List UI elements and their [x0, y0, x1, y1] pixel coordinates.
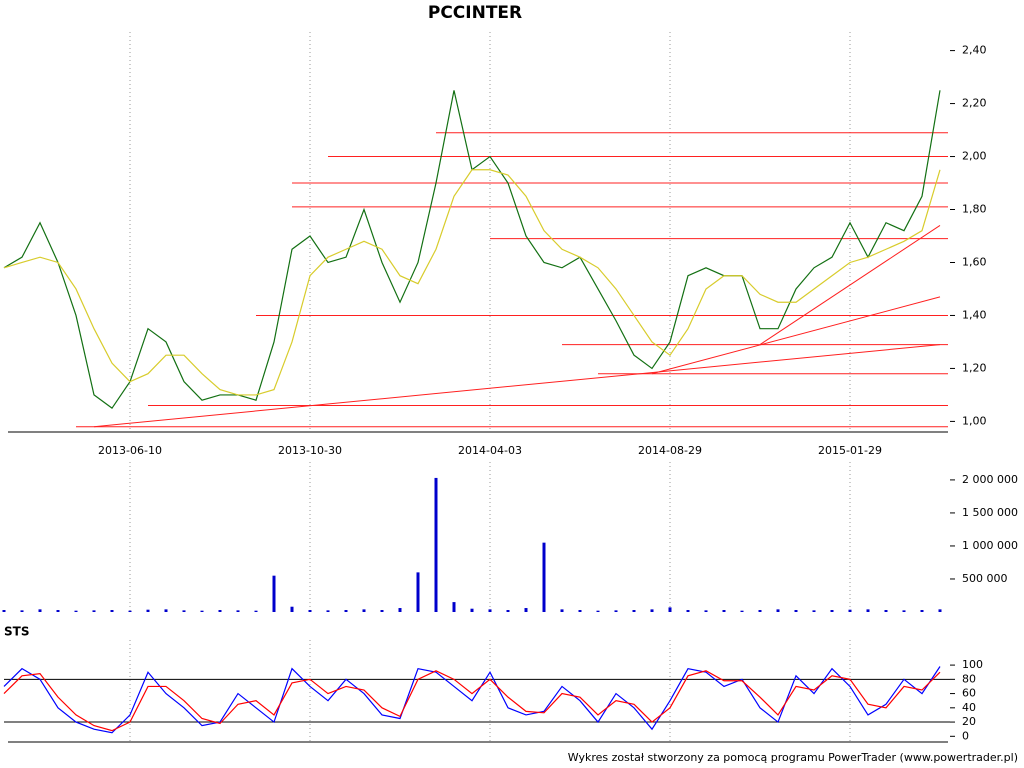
y-tick-label: 80	[962, 672, 976, 685]
volume-bar	[38, 609, 42, 612]
volume-bar	[524, 608, 528, 612]
x-tick-label: 2013-06-10	[98, 444, 162, 457]
volume-bar	[344, 610, 348, 612]
y-tick-label: 1 500 000	[962, 506, 1018, 519]
volume-bar	[182, 610, 186, 612]
volume-bar	[92, 610, 96, 612]
volume-bar	[650, 609, 654, 612]
y-tick-label: 0	[962, 729, 969, 742]
y-tick-label: 1,00	[962, 414, 987, 427]
y-tick-label: 1,60	[962, 255, 987, 268]
volume-bar	[596, 610, 600, 612]
volume-bar	[380, 610, 384, 612]
volume-bar	[146, 609, 150, 612]
trend-line	[651, 296, 941, 375]
volume-bar	[434, 477, 438, 612]
volume-bar	[218, 610, 222, 612]
volume-bar	[740, 610, 744, 612]
volume-bar	[668, 607, 672, 612]
x-tick-label: 2014-08-29	[638, 444, 702, 457]
volume-bar	[272, 575, 276, 612]
volume-bar	[200, 610, 204, 612]
footer: Wykres został stworzony za pomocą progra…	[568, 751, 1018, 764]
volume-bar	[812, 610, 816, 612]
y-tick-label: 2,00	[962, 150, 987, 163]
volume-bar	[938, 609, 942, 612]
volume-bar	[758, 610, 762, 612]
volume-bar	[542, 542, 546, 612]
volume-bar	[632, 610, 636, 612]
volume-bar	[470, 608, 474, 612]
trend-line	[759, 224, 941, 346]
volume-bar	[164, 609, 168, 612]
y-tick-label: 100	[962, 658, 983, 671]
series-line	[3, 666, 941, 734]
x-tick-label: 2013-10-30	[278, 444, 342, 457]
volume-bar	[884, 610, 888, 612]
volume-bar	[560, 609, 564, 612]
volume-bar	[128, 610, 132, 612]
volume-bar	[614, 610, 618, 612]
chart-title: PCCINTER	[428, 3, 522, 23]
y-tick-label: 20	[962, 715, 976, 728]
x-tick-label: 2015-01-29	[818, 444, 882, 457]
volume-bar	[686, 610, 690, 612]
volume-bar	[830, 610, 834, 612]
series-line	[3, 169, 941, 396]
volume-bar	[74, 610, 78, 612]
volume-bar	[2, 610, 6, 612]
volume-bar	[848, 609, 852, 612]
y-tick-label: 1,40	[962, 308, 987, 321]
x-tick-label: 2014-04-03	[458, 444, 522, 457]
volume-bar	[326, 610, 330, 612]
volume-bar	[254, 610, 258, 612]
volume-bar	[488, 609, 492, 612]
y-tick-label: 1,80	[962, 203, 987, 216]
volume-bar	[398, 608, 402, 612]
volume-bar	[578, 610, 582, 612]
volume-bar	[416, 572, 420, 612]
volume-bar	[920, 610, 924, 612]
volume-bar	[902, 610, 906, 612]
volume-bar	[452, 602, 456, 612]
series-line	[3, 670, 941, 732]
y-tick-label: 1,20	[962, 361, 987, 374]
volume-bar	[236, 610, 240, 612]
volume-bar	[308, 610, 312, 612]
volume-bar	[722, 610, 726, 612]
y-tick-label: 500 000	[962, 572, 1008, 585]
volume-bar	[20, 610, 24, 612]
volume-bar	[866, 609, 870, 612]
volume-bar	[110, 610, 114, 612]
y-tick-label: 2 000 000	[962, 473, 1018, 486]
volume-bar	[362, 609, 366, 612]
y-tick-label: 2,20	[962, 97, 987, 110]
volume-bar	[56, 610, 60, 612]
volume-bar	[290, 606, 294, 612]
volume-bar	[776, 609, 780, 612]
volume-bar	[704, 610, 708, 612]
trend-line	[93, 344, 941, 428]
y-tick-label: 2,40	[962, 44, 987, 57]
volume-bar	[794, 610, 798, 612]
series-line	[3, 90, 941, 410]
y-tick-label: 60	[962, 687, 976, 700]
y-tick-label: 1 000 000	[962, 539, 1018, 552]
y-tick-label: 40	[962, 701, 976, 714]
panel-title: STS	[4, 625, 29, 639]
volume-bar	[506, 610, 510, 612]
